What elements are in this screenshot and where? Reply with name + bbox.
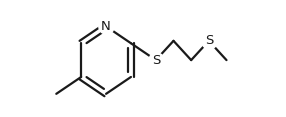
- Text: N: N: [101, 20, 111, 33]
- Text: S: S: [205, 34, 213, 47]
- Text: S: S: [152, 54, 160, 67]
